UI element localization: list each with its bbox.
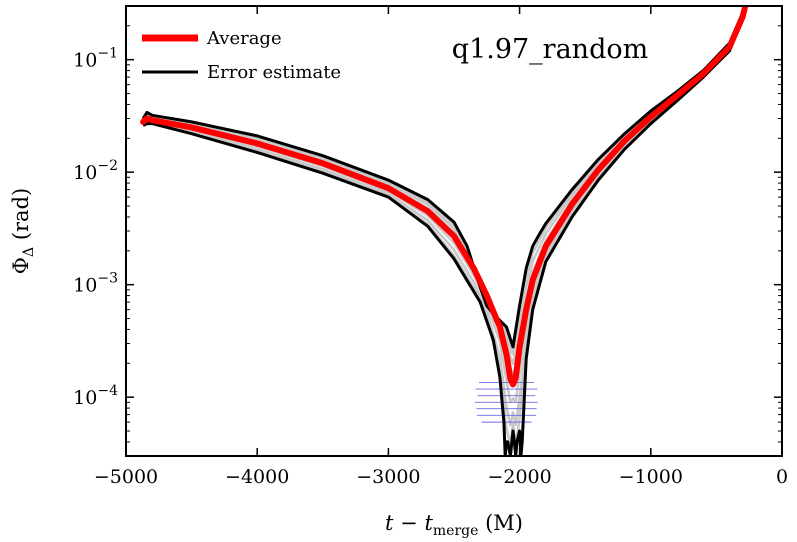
y-axis-label: ΦΔ (rad) [9, 188, 37, 274]
x-axis-label: t − tmerge (M) [385, 511, 523, 539]
error-estimate-upper-line [141, 6, 747, 349]
run-line [142, 6, 747, 356]
x-tick-label: −1000 [619, 466, 683, 488]
y-tick-label: 10−3 [73, 271, 118, 297]
x-tick-label: −2000 [487, 466, 551, 488]
legend-label-average: Average [206, 28, 282, 49]
x-tick-label: −3000 [356, 466, 420, 488]
chart-title: q1.97_random [452, 34, 648, 65]
legend: Average Error estimate [142, 28, 341, 83]
error-estimate-lower-line [142, 6, 747, 456]
x-tick-label: −5000 [94, 466, 158, 488]
x-tick-label: 0 [776, 466, 788, 488]
average-line [140, 6, 749, 388]
y-tick-label: 10−4 [73, 383, 118, 409]
legend-label-error-estimate: Error estimate [207, 62, 341, 83]
y-tick-label: 10−1 [73, 46, 118, 72]
x-tick-label: −4000 [225, 466, 289, 488]
y-tick-label: 10−2 [73, 158, 118, 184]
run-line [142, 6, 747, 365]
